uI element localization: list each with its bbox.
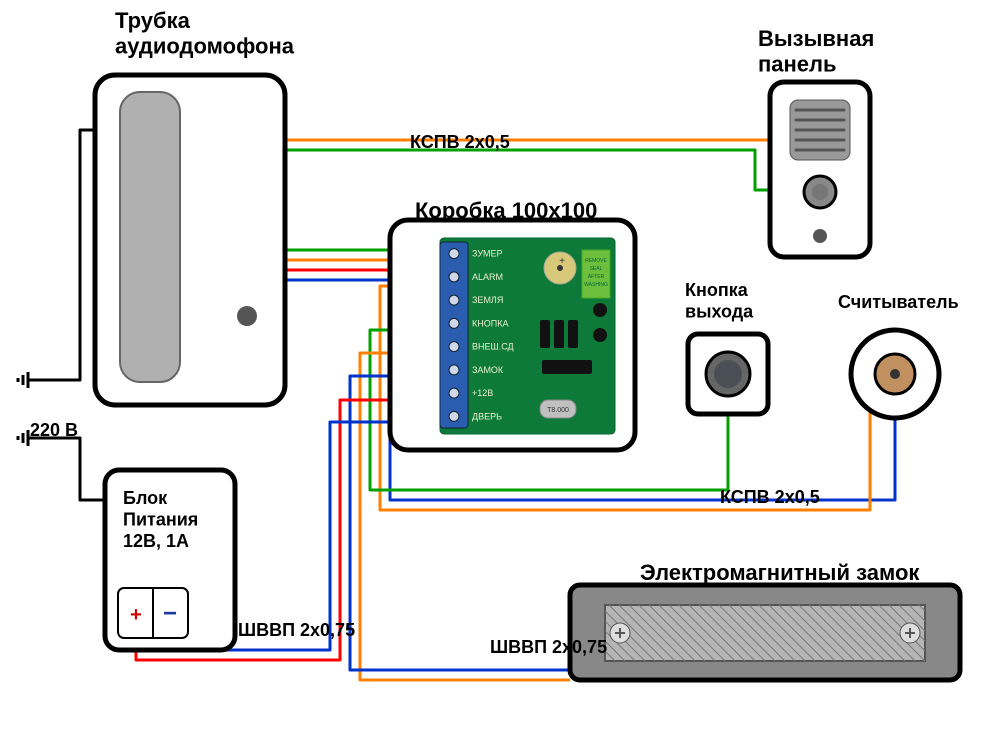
handset-button <box>237 306 257 326</box>
svg-text:ВНЕШ.СД: ВНЕШ.СД <box>472 342 514 352</box>
svg-text:+12В: +12В <box>472 388 493 398</box>
svg-text:AFTER: AFTER <box>588 274 605 280</box>
svg-text:Трубка: Трубка <box>115 8 191 33</box>
svg-text:ЗУМЕР: ЗУМЕР <box>472 249 503 259</box>
svg-text:панель: панель <box>758 51 837 76</box>
svg-text:выхода: выхода <box>685 302 754 322</box>
svg-text:Коробка 100х100: Коробка 100х100 <box>415 198 597 223</box>
svg-text:Электромагнитный замок: Электромагнитный замок <box>640 560 920 585</box>
svg-text:ДВЕРЬ: ДВЕРЬ <box>472 411 502 421</box>
svg-text:Кнопка: Кнопка <box>685 280 749 300</box>
svg-text:+: + <box>559 256 565 267</box>
svg-text:Блок: Блок <box>123 488 168 508</box>
svg-text:Считыватель: Считыватель <box>838 292 959 312</box>
wire-label: ШВВП 2х0,75 <box>238 620 355 640</box>
wire-label: 220 В <box>30 420 78 440</box>
svg-text:SEAL: SEAL <box>590 266 603 272</box>
svg-text:ЗЕМЛЯ: ЗЕМЛЯ <box>472 295 503 305</box>
svg-text:−: − <box>163 600 177 627</box>
svg-text:WASHING: WASHING <box>584 282 608 288</box>
svg-text:REMOVE: REMOVE <box>585 258 607 264</box>
svg-text:ALARM: ALARM <box>472 272 503 282</box>
handset-speaker <box>120 92 180 382</box>
svg-text:12В, 1A: 12В, 1A <box>123 531 189 551</box>
svg-text:+: + <box>130 604 142 626</box>
svg-text:КНОПКА: КНОПКА <box>472 318 508 328</box>
wire-label: КСПВ 2х0,5 <box>410 132 510 152</box>
svg-text:ЗАМОК: ЗАМОК <box>472 365 504 375</box>
svg-text:Вызывная: Вызывная <box>758 26 874 51</box>
svg-text:аудиодомофона: аудиодомофона <box>115 33 295 58</box>
svg-text:T8.000: T8.000 <box>547 407 569 414</box>
wire-label: ШВВП 2х0,75 <box>490 637 607 657</box>
wiring-diagram: Трубкааудиодомофона+−БлокПитания12В, 1AЗ… <box>0 0 1000 748</box>
svg-text:Питания: Питания <box>123 510 198 530</box>
wire-label: КСПВ 2х0,5 <box>720 487 820 507</box>
